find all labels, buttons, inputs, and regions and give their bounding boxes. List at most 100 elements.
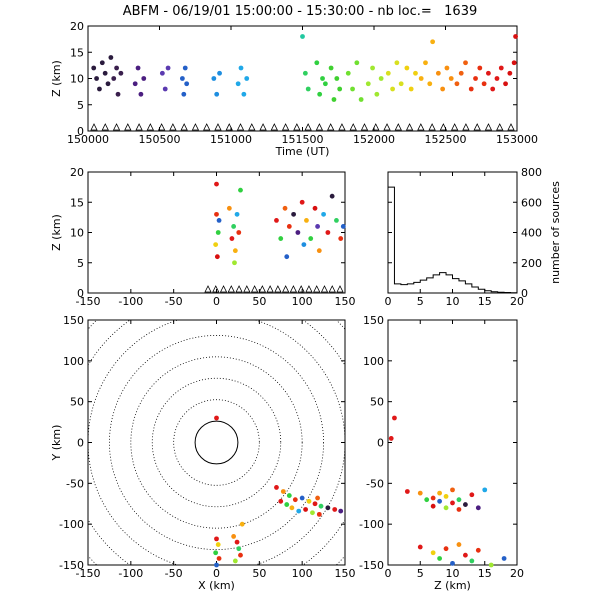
station-marker	[281, 123, 290, 131]
source-point	[305, 86, 311, 92]
source-point	[295, 230, 301, 235]
source-point	[443, 505, 449, 511]
source-point	[443, 546, 449, 552]
source-point	[214, 536, 219, 542]
source-point	[435, 70, 441, 76]
range-ring	[194, 420, 239, 465]
source-point	[374, 91, 380, 97]
x-tick-label: -50	[165, 567, 183, 580]
x-tick-label: 150000	[67, 133, 109, 146]
station-marker	[473, 123, 481, 131]
source-point	[274, 218, 279, 223]
source-point	[427, 81, 433, 87]
source-point	[392, 415, 397, 421]
source-point	[469, 558, 475, 564]
source-point	[232, 260, 237, 266]
station-marker	[313, 285, 321, 293]
source-point	[408, 86, 414, 92]
station-marker	[372, 123, 380, 131]
source-point	[236, 546, 242, 552]
source-point	[418, 76, 424, 81]
y-tick-label: 0	[77, 437, 84, 450]
x-tick-label: 152500	[425, 133, 467, 146]
x-tick-label: 0	[385, 567, 392, 580]
station-marker	[439, 123, 448, 131]
source-point	[443, 494, 449, 499]
x-axis-label: Time (UT)	[275, 145, 330, 158]
source-point	[211, 76, 217, 81]
source-point	[303, 507, 308, 512]
source-point	[282, 205, 288, 211]
y-tick-label: 50	[70, 396, 84, 409]
source-point	[115, 91, 121, 97]
axes-frame	[87, 319, 346, 566]
source-point	[456, 497, 462, 503]
y-tick-label: 0	[77, 287, 84, 300]
y-tick-label: 20	[70, 166, 84, 179]
y-axis-label: Z (km)	[50, 60, 63, 97]
station-marker	[336, 285, 344, 293]
source-point	[308, 236, 314, 241]
y-tick-label: 150	[63, 314, 84, 327]
source-point	[238, 187, 243, 193]
source-point	[316, 511, 322, 517]
y-tick-label: 10	[70, 227, 84, 240]
station-marker	[293, 123, 301, 131]
source-point	[316, 248, 322, 254]
station-marker	[349, 123, 357, 131]
station-marker	[320, 285, 329, 293]
station-marker	[281, 285, 290, 293]
source-point	[162, 86, 168, 92]
source-point	[481, 81, 487, 87]
x-tick-label: 150	[335, 567, 356, 580]
station-marker	[250, 285, 259, 293]
station-marker	[212, 285, 220, 293]
station-marker	[338, 123, 346, 131]
source-point	[448, 76, 454, 81]
source-point	[299, 199, 305, 205]
source-point	[159, 70, 165, 76]
source-point	[430, 495, 436, 501]
x-tick-label: 20	[510, 295, 524, 308]
axes-frame	[387, 319, 518, 566]
station-marker	[146, 123, 154, 131]
source-point	[214, 91, 220, 97]
source-point	[274, 485, 279, 490]
plan-view-panel: -150 -100 -50 0 50 100 150 -150 -100 -50 0 50 100 150…	[50, 314, 356, 592]
source-point	[105, 81, 111, 87]
y-axis-label: Z (km)	[50, 214, 63, 251]
source-point	[477, 65, 483, 71]
source-point	[141, 76, 147, 81]
x-tick-label: 50	[252, 567, 266, 580]
source-point	[388, 436, 394, 441]
source-point	[165, 65, 171, 71]
source-point	[456, 507, 462, 512]
source-point	[503, 81, 508, 87]
station-marker	[274, 285, 282, 293]
source-point	[317, 91, 323, 97]
station-marker	[496, 123, 504, 131]
station-marker	[315, 123, 324, 131]
station-marker	[235, 285, 243, 293]
y-tick-label: 5	[77, 99, 84, 112]
source-point	[118, 70, 124, 76]
station-marker	[270, 123, 278, 131]
source-point	[437, 498, 442, 504]
source-point	[354, 60, 360, 66]
source-point	[437, 490, 442, 496]
y-tick-label: 20	[70, 20, 84, 33]
source-point	[490, 86, 496, 92]
range-ring	[151, 377, 282, 508]
source-point	[450, 560, 455, 566]
source-point	[91, 65, 97, 71]
station-marker	[327, 123, 335, 131]
source-point	[404, 65, 410, 71]
source-point	[463, 60, 468, 66]
source-point	[292, 497, 298, 503]
source-point	[132, 81, 138, 87]
x-tick-label: 0	[213, 295, 220, 308]
source-point	[488, 562, 494, 568]
source-point	[469, 492, 475, 498]
station-marker	[191, 123, 200, 131]
source-point	[182, 65, 188, 71]
